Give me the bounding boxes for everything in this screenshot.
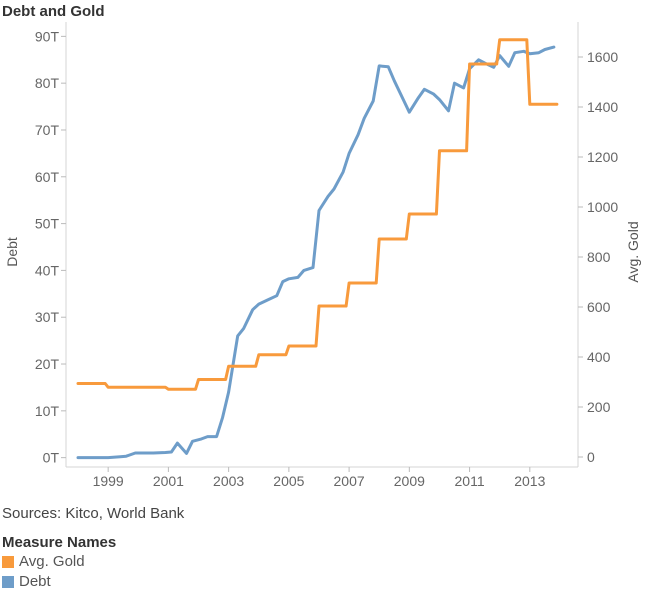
- x-tick-label: 2001: [153, 473, 184, 489]
- y2-tick-label: 600: [587, 299, 611, 315]
- y-tick-label: 80T: [35, 75, 60, 91]
- y2-tick-label: 400: [587, 349, 611, 365]
- x-tick-label: 2009: [394, 473, 425, 489]
- sources-note: Sources: Kitco, World Bank: [2, 505, 185, 522]
- legend-label-debt: Debt: [19, 573, 51, 590]
- legend-item-debt[interactable]: Debt: [2, 573, 51, 590]
- y-tick-label: 40T: [35, 262, 60, 278]
- x-tick-label: 2005: [273, 473, 304, 489]
- series-line-avg-gold: [76, 38, 559, 391]
- y2-tick-label: 800: [587, 249, 611, 265]
- y2-tick-label: 0: [587, 449, 595, 465]
- y-tick-label: 0T: [43, 450, 60, 466]
- y2-tick-label: 1200: [587, 149, 618, 165]
- y2-axis-title: Avg. Gold: [625, 221, 641, 282]
- y-tick-label: 90T: [35, 28, 60, 44]
- y-tick-label: 50T: [35, 216, 60, 232]
- x-tick-label: 2011: [455, 473, 485, 489]
- legend-title: Measure Names: [2, 534, 117, 551]
- legend-swatch-debt: [2, 575, 14, 588]
- y2-tick-label: 200: [587, 399, 611, 415]
- y2-tick-label: 1600: [587, 49, 618, 65]
- y-tick-label: 20T: [35, 356, 60, 372]
- series-line-debt: [76, 45, 556, 460]
- y-tick-label: 60T: [35, 169, 60, 185]
- x-tick-label: 2013: [514, 473, 545, 489]
- chart-area: 0T 10T 20T 30T 40T 50T 60T 70T 80T 90T 0 200 400 600 8…: [4, 22, 641, 489]
- y-axis-title: Debt: [4, 237, 20, 267]
- x-tick-label: 2003: [213, 473, 244, 489]
- legend-swatch-avg-gold: [2, 555, 14, 568]
- x-tick-label: 1999: [93, 473, 124, 489]
- chart-title: Debt and Gold: [2, 3, 105, 20]
- y2-tick-label: 1000: [587, 199, 618, 215]
- legend-label-avg-gold: Avg. Gold: [19, 553, 85, 570]
- y-tick-label: 10T: [35, 403, 60, 419]
- x-tick-label: 2007: [334, 473, 365, 489]
- y-tick-label: 30T: [35, 309, 60, 325]
- y2-tick-label: 1400: [587, 99, 618, 115]
- y-tick-label: 70T: [35, 122, 60, 138]
- legend-item-avg-gold[interactable]: Avg. Gold: [2, 553, 85, 570]
